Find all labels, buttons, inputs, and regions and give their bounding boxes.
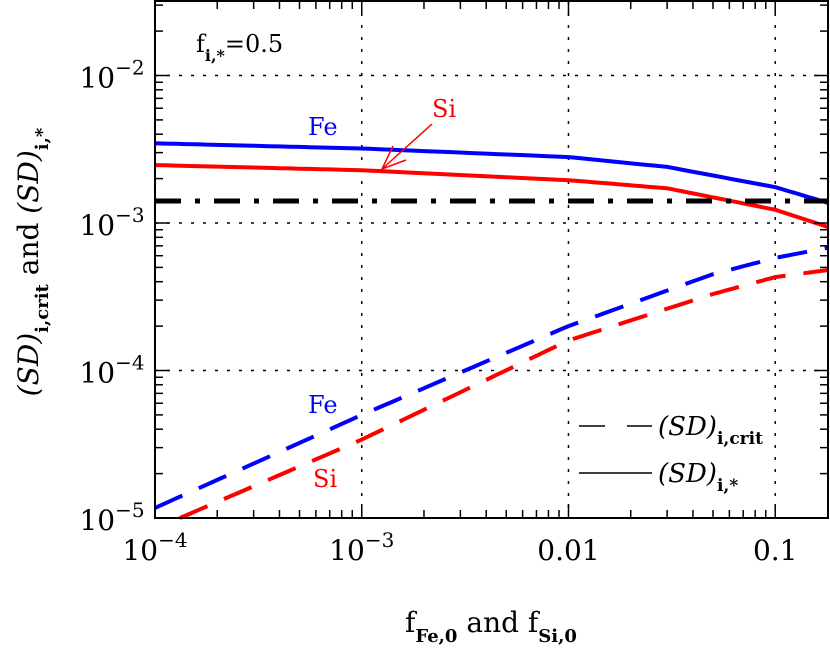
x-axis-label: fFe,0 and fSi,0 (405, 606, 577, 647)
legend-label-star: (SD)i,* (658, 459, 738, 496)
label-si-dashed: Si (313, 465, 337, 493)
grid-lines (155, 1, 828, 518)
plot-frame (154, 0, 829, 519)
label-si-solid: Si (432, 95, 456, 123)
legend-label-crit: (SD)i,crit (658, 412, 763, 449)
series-fe-dashed (154, 245, 829, 510)
y-tick-label: 10−3 (79, 203, 144, 242)
series-fe-solid (154, 141, 829, 205)
series-si-solid (154, 163, 829, 229)
arrow-si (380, 123, 433, 171)
y-tick-label: 10−4 (79, 351, 144, 390)
y-axis-label: (SD)i,crit and (SD)i,* (12, 127, 53, 396)
series-layer (154, 141, 829, 520)
legend: (SD)i,crit (SD)i,* (579, 412, 763, 496)
label-fe-solid: Fe (308, 113, 338, 141)
x-tick-label: 0.1 (753, 534, 798, 567)
x-tick-label: 10−4 (122, 528, 187, 567)
axis-ticks: 10−4 10−3 0.01 0.110−510−410−310−2 (79, 1, 828, 567)
series-si-dashed (179, 268, 829, 520)
x-tick-label: 10−3 (329, 528, 394, 567)
y-tick-label: 10−5 (79, 498, 144, 537)
x-tick-label: 0.01 (537, 534, 599, 567)
label-fe-dashed: Fe (308, 391, 338, 419)
annotation-fi: fi,*=0.5 (196, 30, 283, 65)
y-tick-label: 10−2 (79, 56, 144, 95)
